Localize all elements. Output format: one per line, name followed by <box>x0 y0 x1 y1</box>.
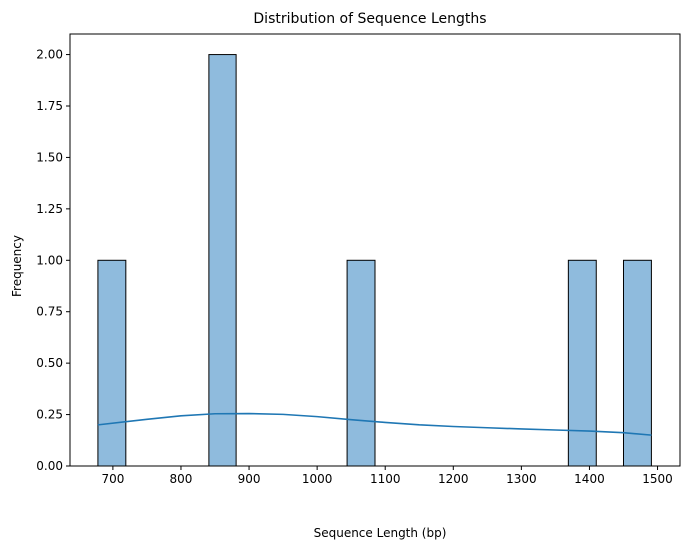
y-axis: 0.00 0.25 0.50 0.75 1.00 1.25 1.50 1.75 2.00 <box>36 48 70 473</box>
chart-title: Distribution of Sequence Lengths <box>253 11 486 27</box>
kde-line <box>97 412 652 436</box>
x-tick-label: 1500 <box>642 472 673 486</box>
y-tick-label: 1.25 <box>36 202 63 216</box>
y-axis-label: Frequency <box>10 235 24 297</box>
x-tick-label: 1100 <box>370 472 401 486</box>
x-tick-label: 1300 <box>506 472 537 486</box>
x-tick-label: 1400 <box>574 472 605 486</box>
y-tick-label: 0.25 <box>36 408 63 422</box>
x-tick-label: 1000 <box>302 472 333 486</box>
y-tick-label: 0.00 <box>36 459 63 473</box>
y-tick-label: 2.00 <box>36 48 63 62</box>
histogram-bar <box>346 259 376 467</box>
y-tick-label: 0.75 <box>36 305 63 319</box>
kde-curve-group <box>97 412 652 436</box>
y-tick-label: 1.00 <box>36 253 63 267</box>
y-tick-label: 1.50 <box>36 150 63 164</box>
x-tick-label: 700 <box>101 472 124 486</box>
histogram-bars <box>97 54 652 467</box>
y-tick-label: 0.50 <box>36 356 63 370</box>
histogram-bar <box>97 259 127 467</box>
histogram-bar <box>622 259 652 467</box>
x-axis-label: Sequence Length (bp) <box>314 526 447 540</box>
x-tick-label: 800 <box>170 472 193 486</box>
x-tick-label: 1200 <box>438 472 469 486</box>
y-tick-label: 1.75 <box>36 99 63 113</box>
histogram-bar <box>567 259 597 467</box>
histogram-bar <box>208 54 237 467</box>
x-tick-label: 900 <box>238 472 261 486</box>
x-axis: 700 800 900 1000 1100 1200 1300 1400 1500 <box>101 466 673 486</box>
